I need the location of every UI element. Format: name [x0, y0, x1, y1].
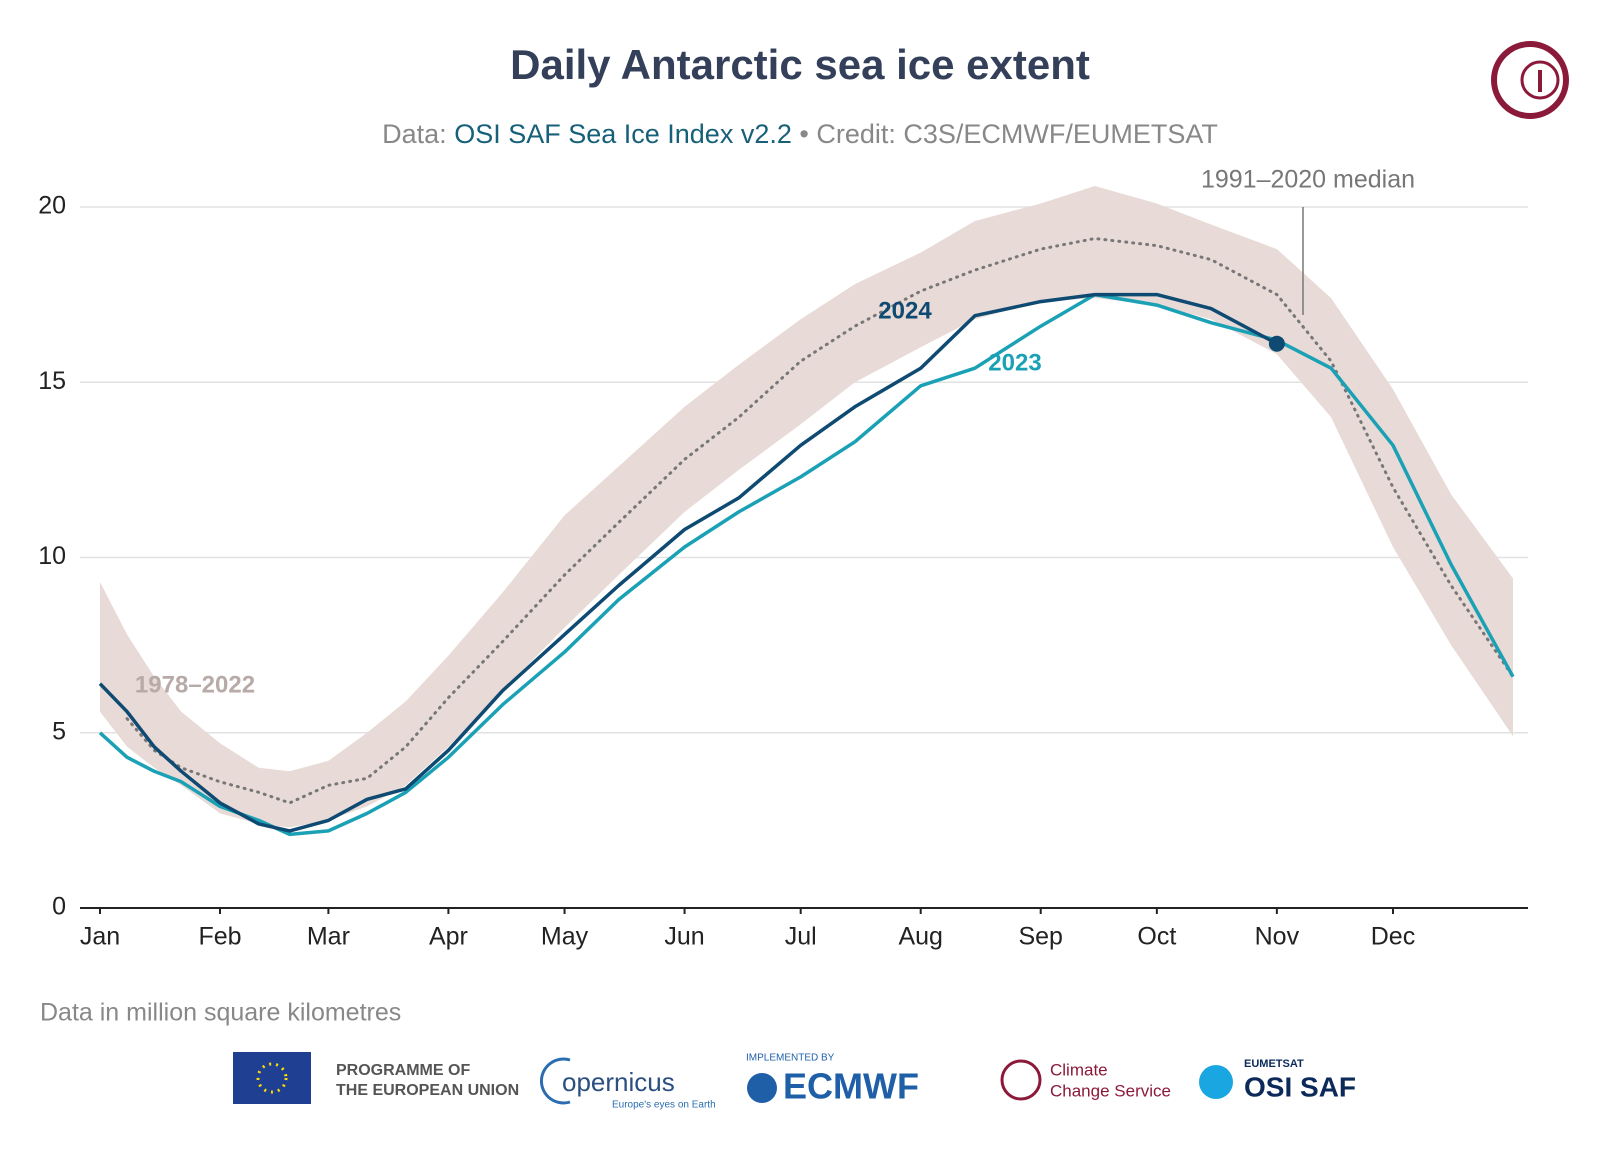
copernicus-c [539, 1057, 571, 1105]
c3s-mark [1000, 1059, 1042, 1101]
y-tick-label: 10 [38, 542, 66, 570]
x-tick-label: Jun [664, 923, 704, 951]
copernicus-tagline: Europe's eyes on Earth [612, 1100, 716, 1111]
series-line [98, 292, 1278, 833]
series-label: 1991–2020 median [1201, 166, 1415, 194]
units-note: Data in million square kilometres [40, 999, 401, 1027]
ecmwf-caption: IMPLEMENTED BY [746, 1053, 835, 1064]
x-tick-label: Sep [1018, 923, 1062, 951]
y-tick-label: 15 [38, 367, 66, 395]
median-line [125, 237, 1515, 805]
plot-area: 0 5 10 15 20 Jan Feb Mar Apr May Jun Jul Aug Sep Oct No… [38, 166, 1528, 951]
x-tick-label: Aug [898, 923, 942, 951]
ecmwf-mark [747, 1073, 777, 1103]
chart-subtitle: Data: OSI SAF Sea Ice Index v2.2 • Credi… [382, 119, 1218, 149]
eu-text: PROGRAMME OF [336, 1062, 470, 1079]
ecmwf-name: ECMWF [783, 1066, 919, 1107]
c3s-icon [1491, 41, 1569, 119]
x-tick-label: Jan [80, 923, 120, 951]
x-tick-label: Nov [1255, 923, 1300, 951]
footer-logos: PROGRAMME OF THE EUROPEAN UNION opernicu… [233, 1052, 1356, 1111]
series-label: 2023 [988, 349, 1041, 376]
x-tick-label: Apr [429, 923, 468, 951]
osisaf-name: OSI SAF [1244, 1071, 1356, 1102]
subtitle-credit: • Credit: C3S/ECMWF/EUMETSAT [799, 119, 1218, 149]
x-tick-label: May [541, 923, 589, 951]
y-tick-label: 0 [52, 893, 66, 921]
x-tick-label: Mar [307, 923, 350, 951]
chart-title: Daily Antarctic sea ice extent [510, 41, 1090, 88]
osisaf-mark [1199, 1065, 1233, 1099]
y-tick-label: 20 [38, 192, 66, 220]
x-tick-label: Feb [198, 923, 241, 951]
series-label: 2024 [878, 297, 932, 324]
y-tick-label: 5 [52, 717, 66, 745]
range-band [100, 186, 1513, 828]
x-tick-label: Jul [785, 923, 817, 951]
series-label: 1978–2022 [135, 671, 255, 698]
subtitle-source: OSI SAF Sea Ice Index v2.2 [454, 119, 792, 149]
c3s-text: Change Service [1050, 1081, 1171, 1100]
eu-stars [256, 1062, 288, 1094]
eu-flag [233, 1052, 311, 1104]
eu-text: THE EUROPEAN UNION [336, 1082, 519, 1099]
end-marker [1268, 335, 1285, 352]
osisaf-caption: EUMETSAT [1244, 1058, 1304, 1070]
x-tick-label: Oct [1137, 923, 1176, 951]
copernicus-name: opernicus [562, 1067, 675, 1097]
c3s-text: Climate [1050, 1060, 1108, 1079]
x-tick-label: Dec [1371, 923, 1415, 951]
subtitle-prefix: Data: [382, 119, 447, 149]
